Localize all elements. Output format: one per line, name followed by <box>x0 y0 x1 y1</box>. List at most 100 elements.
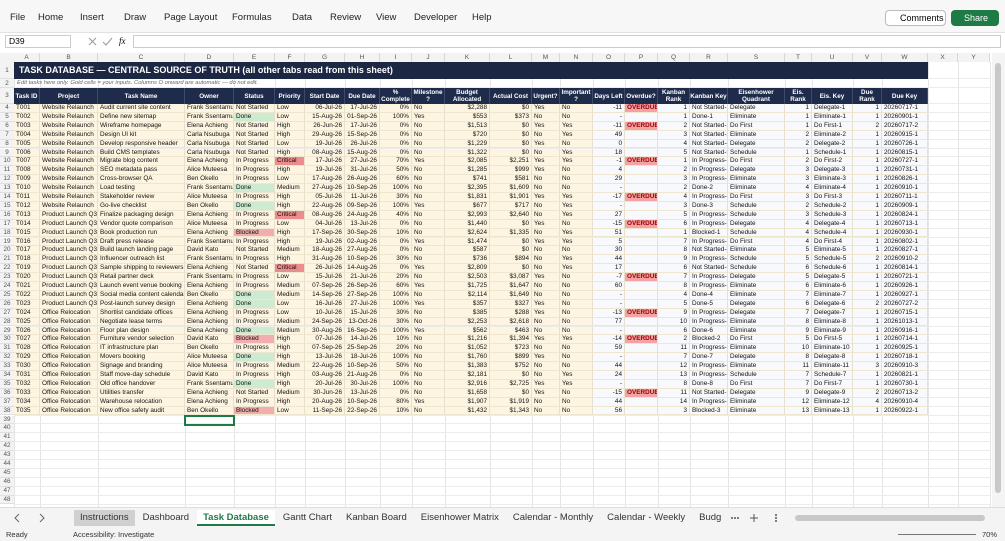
cell[interactable]: No <box>412 246 445 256</box>
cell[interactable]: Done-5 <box>690 299 728 309</box>
cell[interactable]: No <box>560 139 593 149</box>
cell[interactable]: 20260821-1 <box>882 371 928 380</box>
column-header[interactable]: A <box>14 53 40 62</box>
cell[interactable]: T022 <box>14 290 40 300</box>
cell[interactable]: 2 <box>785 130 812 140</box>
cell[interactable]: Yes <box>412 326 445 336</box>
cell[interactable]: 1 <box>658 157 690 167</box>
cell[interactable]: $2,181 <box>445 371 490 380</box>
cell[interactable]: 12 <box>658 362 690 371</box>
cell[interactable]: T003 <box>14 121 40 131</box>
cell[interactable]: No <box>532 362 560 371</box>
row-header[interactable]: 2 <box>0 79 14 88</box>
row-header[interactable]: 43 <box>0 451 14 460</box>
cell[interactable]: In Progress <box>234 193 275 202</box>
cell[interactable]: T009 <box>14 175 40 185</box>
cell[interactable]: 26-Jul-26 <box>345 139 380 149</box>
cell[interactable]: T004 <box>14 130 40 140</box>
cell[interactable]: No <box>560 290 593 300</box>
cell[interactable]: Negotiate lease terms <box>98 317 185 327</box>
cell[interactable]: Floor plan design <box>98 326 185 336</box>
cell[interactable]: Alice Muteesa <box>185 166 234 176</box>
row-header[interactable]: 3 <box>0 88 14 104</box>
cell[interactable]: Eliminate <box>728 130 785 140</box>
cell[interactable]: 12 <box>785 397 812 407</box>
cell[interactable]: Eliminate <box>728 317 785 327</box>
cell[interactable]: 17-Sep-26 <box>305 228 345 238</box>
cell[interactable]: High <box>275 237 305 247</box>
cell[interactable]: No <box>532 371 560 380</box>
cell[interactable]: 31-Aug-26 <box>305 255 345 265</box>
cell[interactable]: 1 <box>853 379 882 389</box>
cell[interactable]: Yes <box>532 299 560 309</box>
cell[interactable]: - <box>593 112 625 122</box>
cell[interactable]: Delegate-4 <box>812 219 853 229</box>
row-header[interactable]: 8 <box>0 139 14 149</box>
cell[interactable]: Eliminate-5 <box>812 246 853 256</box>
cell[interactable]: 1 <box>853 228 882 238</box>
cell[interactable]: $1,383 <box>445 362 490 371</box>
cell[interactable]: In Progress-9 <box>690 308 728 318</box>
cell[interactable]: Frank Ssentamu <box>185 112 234 122</box>
cell[interactable]: David Kato <box>185 371 234 380</box>
cell[interactable]: Yes <box>532 219 560 229</box>
cell[interactable]: 07-Jul-26 <box>305 335 345 345</box>
cell[interactable]: 27-Jul-26 <box>345 157 380 167</box>
cell[interactable]: $581 <box>490 175 532 185</box>
cell[interactable]: $562 <box>445 326 490 336</box>
cell[interactable]: -14 <box>593 335 625 345</box>
cell[interactable]: Eliminate-12 <box>812 397 853 407</box>
cell[interactable]: 13-Jul-26 <box>345 388 380 398</box>
cell[interactable]: T035 <box>14 406 40 416</box>
cell[interactable]: 0% <box>380 264 412 274</box>
cell[interactable]: 10% <box>380 335 412 345</box>
cell[interactable]: Product Launch Q3 <box>40 273 98 282</box>
row-header[interactable]: 6 <box>0 121 14 131</box>
cell[interactable]: 6 <box>658 264 690 274</box>
cell[interactable]: T033 <box>14 388 40 398</box>
cell[interactable]: -15 <box>593 388 625 398</box>
cell[interactable]: Done-4 <box>690 290 728 300</box>
cell[interactable]: Medium <box>275 317 305 327</box>
cell[interactable]: Elena Achieng <box>185 157 234 167</box>
cell[interactable]: Ben Okello <box>185 290 234 300</box>
cell[interactable]: Office Relocation <box>40 362 98 371</box>
cell[interactable]: Draft press release <box>98 237 185 247</box>
cell[interactable]: 26-Jun-26 <box>305 121 345 131</box>
cell[interactable]: 20260731-1 <box>882 166 928 176</box>
column-header[interactable]: B <box>40 53 98 62</box>
cell[interactable]: No <box>412 308 445 318</box>
cell[interactable]: 100% <box>380 326 412 336</box>
cell[interactable]: Medium <box>275 282 305 291</box>
row-header[interactable]: 34 <box>0 371 14 380</box>
cell[interactable]: $2,085 <box>445 157 490 167</box>
cell[interactable]: $1,919 <box>490 397 532 407</box>
cell[interactable]: T032 <box>14 379 40 389</box>
cell[interactable]: Yes <box>532 193 560 202</box>
cell[interactable]: Eliminate <box>728 344 785 354</box>
cell[interactable]: T012 <box>14 201 40 211</box>
cell[interactable]: 1 <box>853 184 882 193</box>
cell[interactable]: Delegate <box>728 353 785 363</box>
cell[interactable]: Website Relaunch <box>40 201 98 211</box>
cell[interactable]: 1 <box>853 264 882 274</box>
cell[interactable]: 1 <box>853 344 882 354</box>
cell[interactable]: Ben Okello <box>185 344 234 354</box>
cell[interactable]: No <box>560 166 593 176</box>
cell[interactable]: Eliminate-7 <box>812 290 853 300</box>
cell[interactable]: Audit current site content <box>98 104 185 113</box>
cell[interactable]: - <box>593 184 625 193</box>
cell[interactable]: 10-Sep-26 <box>345 184 380 193</box>
cell[interactable] <box>625 139 658 149</box>
cell[interactable]: 40% <box>380 210 412 220</box>
cell[interactable]: 20260910-1 <box>882 184 928 193</box>
cell[interactable] <box>625 112 658 122</box>
cell[interactable]: 1 <box>658 228 690 238</box>
cell[interactable]: No <box>532 228 560 238</box>
cell[interactable]: No <box>532 201 560 211</box>
cell[interactable]: 77 <box>593 317 625 327</box>
cell[interactable]: Yes <box>412 397 445 407</box>
column-header[interactable]: O <box>593 53 625 62</box>
cell[interactable]: No <box>560 397 593 407</box>
cell[interactable]: 20260714-1 <box>882 335 928 345</box>
